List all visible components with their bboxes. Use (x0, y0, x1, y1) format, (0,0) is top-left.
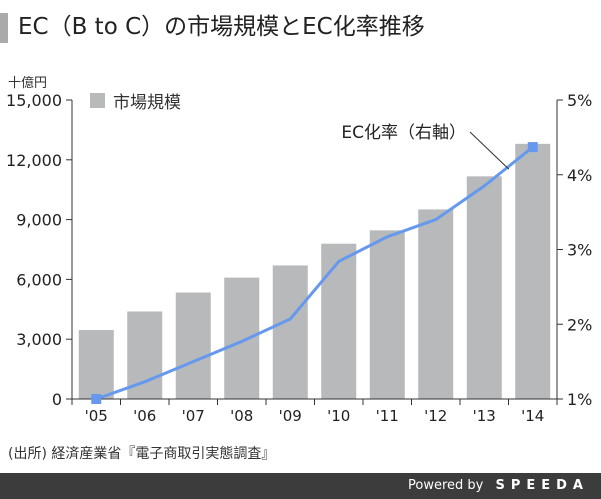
footer-bar: Powered by SPEEDA (0, 473, 601, 499)
left-tick-label-4: 12,000 (6, 151, 62, 170)
left-tick-label-3: 9,000 (16, 211, 62, 230)
right-tick-label-3: 4% (567, 166, 592, 185)
right-tick-label-0: 1% (567, 390, 592, 409)
x-tick-label-3: '08 (230, 407, 253, 425)
left-axis-unit: 十億円 (8, 76, 48, 91)
x-tick-label-8: '13 (473, 407, 496, 425)
x-tick-label-6: '11 (376, 407, 399, 425)
chart-title: EC（B to C）の市場規模とEC化率推移 (18, 14, 425, 40)
bar-0 (78, 330, 114, 399)
line-label-leader (469, 131, 510, 170)
left-tick-label-0: 0 (52, 390, 62, 409)
right-tick-label-1: 2% (567, 315, 592, 334)
left-tick-label-1: 3,000 (16, 330, 62, 349)
x-tick-label-2: '07 (182, 407, 205, 425)
line-marker-start (91, 394, 102, 404)
x-tick-label-4: '09 (279, 407, 302, 425)
x-tick-label-7: '12 (424, 407, 447, 425)
line-series-ec-rate (95, 145, 534, 401)
x-tick-label-0: '05 (85, 407, 108, 425)
legend-swatch-bar (90, 93, 105, 108)
title-accent-bar (0, 13, 8, 43)
bar-3 (224, 277, 260, 399)
footer-credit: Powered by SPEEDA (408, 478, 589, 493)
right-tick-label-2: 3% (567, 241, 592, 260)
bar-7 (418, 209, 454, 399)
x-tick-label-5: '10 (327, 407, 350, 425)
bar-6 (369, 230, 405, 399)
chart-area: 0 3,000 6,000 9,000 12,000 15,000 1% 2% 3% 4% 5% '0… (6, 91, 592, 425)
bar-2 (175, 292, 211, 399)
legend-label-bar: 市場規模 (113, 93, 181, 113)
x-tick-label-1: '06 (133, 407, 156, 425)
right-tick-label-4: 5% (567, 91, 592, 110)
line-marker-end (527, 142, 538, 153)
bar-5 (321, 243, 357, 399)
legend: 市場規模 (90, 88, 181, 113)
source-note: (出所) 経済産業省『電子商取引実態調査』 (8, 446, 276, 462)
bar-8 (466, 176, 502, 399)
bar-9 (515, 143, 551, 399)
x-tick-label-9: '14 (521, 407, 544, 425)
bar-4 (272, 265, 308, 399)
left-tick-label-5: 15,000 (6, 91, 62, 110)
left-tick-label-2: 6,000 (16, 270, 62, 289)
footer-powered-text: Powered by (407, 478, 484, 493)
line-series-label: EC化率（右軸） (341, 123, 466, 143)
footer-brand-logo: SPEEDA (495, 478, 589, 493)
